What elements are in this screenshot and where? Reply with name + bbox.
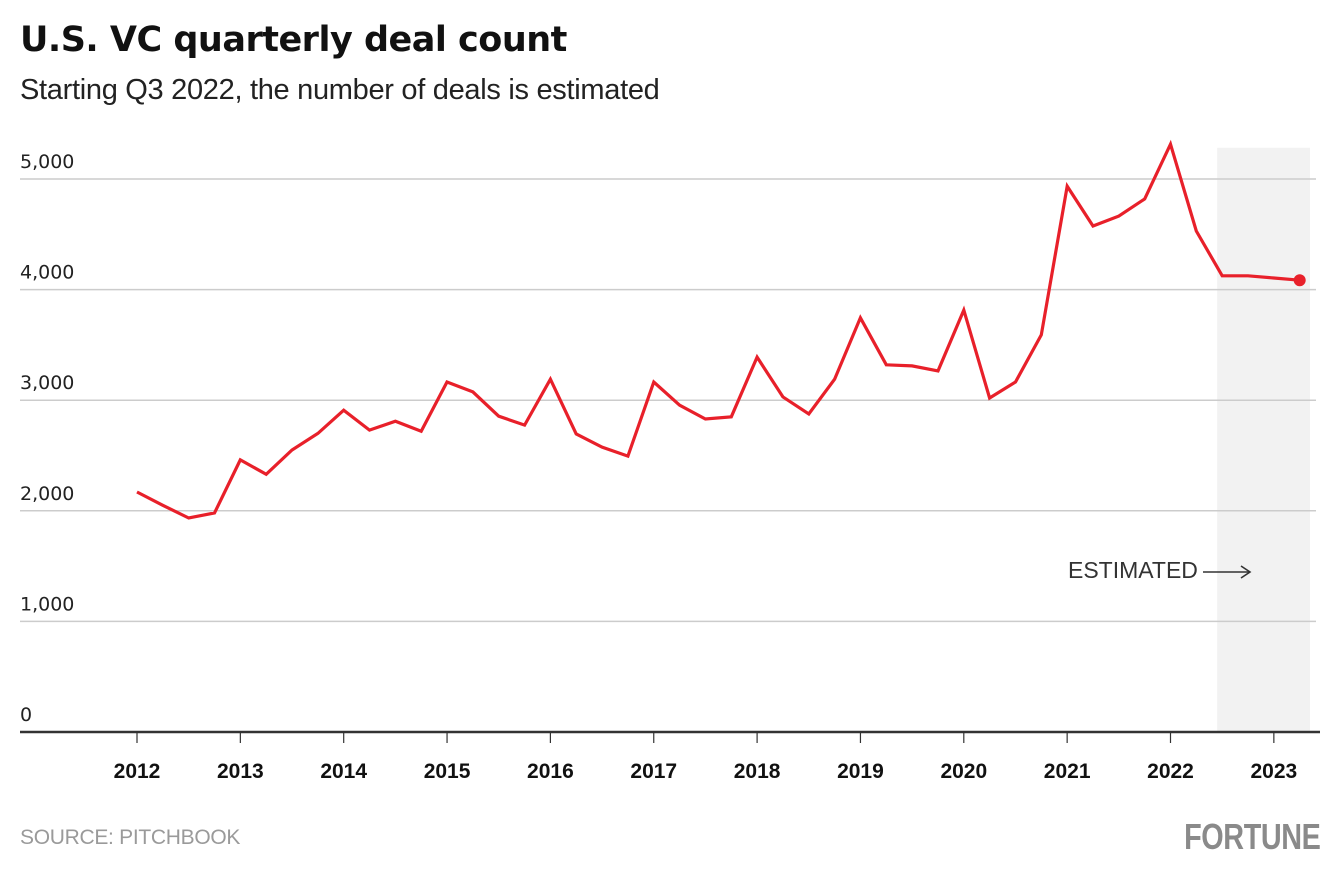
y-tick-label: 5,000 [20, 151, 74, 173]
x-tick-label: 2013 [217, 760, 264, 783]
series-line-layer [136, 139, 1306, 520]
x-tick-label: 2021 [1044, 760, 1091, 783]
estimated-label: ESTIMATED [1068, 557, 1198, 583]
source-note: SOURCE: PITCHBOOK [20, 826, 241, 849]
x-tick-label: 2020 [940, 760, 987, 783]
y-tick-label: 2,000 [20, 483, 74, 505]
gridlines [20, 178, 1316, 623]
chart-subtitle: Starting Q3 2022, the number of deals is… [20, 74, 660, 106]
estimated-band-layer [1217, 147, 1310, 732]
x-tick-label: 2019 [837, 760, 884, 783]
x-tick-label: 2014 [320, 760, 367, 783]
series-line-deal-count [136, 139, 1300, 520]
x-axis-labels: 2012 2013 2014 2015 2016 2017 2018 2019 2020 2021… [114, 760, 1298, 783]
x-tick-label: 2023 [1250, 760, 1297, 783]
x-tick-label: 2016 [527, 760, 574, 783]
x-tick-label: 2017 [630, 760, 677, 783]
x-tick-label: 2015 [424, 760, 471, 783]
chart-title: U.S. VC quarterly deal count [20, 20, 567, 60]
estimated-band [1217, 147, 1310, 732]
y-tick-label: 0 [20, 704, 32, 726]
x-tick-label: 2022 [1147, 760, 1194, 783]
y-tick-label: 1,000 [20, 593, 74, 615]
fortune-logo: FORTUNE [1183, 816, 1321, 857]
x-tick-label: 2012 [114, 760, 161, 783]
arrow-right-icon [1203, 565, 1252, 579]
x-tick-label: 2018 [734, 760, 781, 783]
y-axis-labels: 0 1,000 2,000 3,000 4,000 5,000 [20, 151, 74, 726]
last-point-marker [1293, 274, 1306, 287]
x-axis [20, 730, 1320, 743]
y-tick-label: 3,000 [20, 372, 74, 394]
estimated-annotation: ESTIMATED [1068, 557, 1252, 583]
y-tick-label: 4,000 [20, 262, 74, 284]
